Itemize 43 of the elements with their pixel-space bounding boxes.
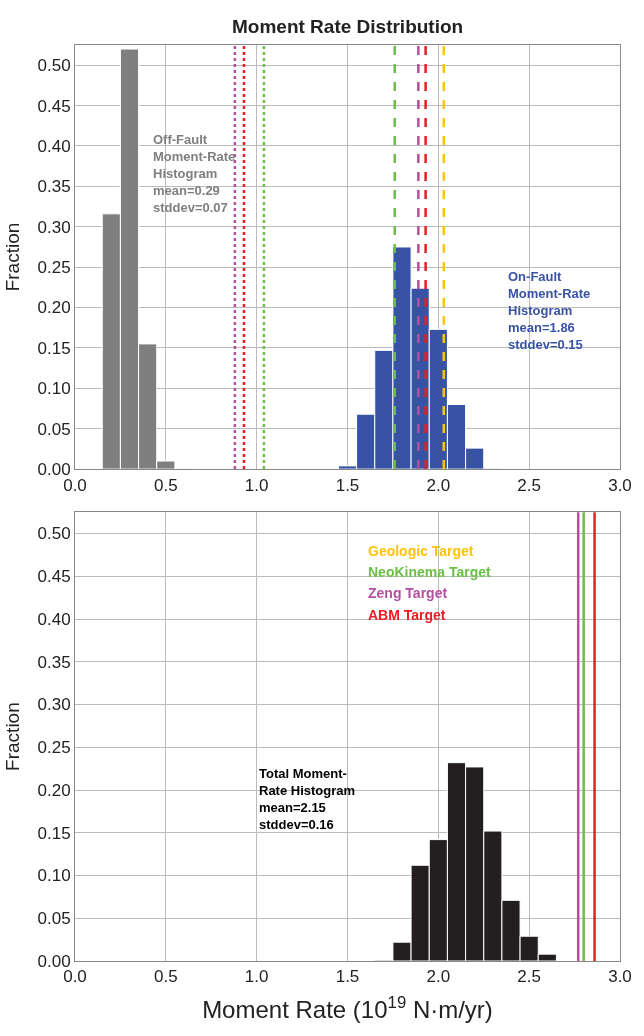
y-tick-label: 0.15	[37, 338, 71, 358]
x-tick-label: 1.5	[335, 967, 360, 987]
y-tick-label: 0.20	[37, 298, 71, 318]
y-tick-label: 0.10	[37, 866, 71, 886]
y-tick-label: 0.50	[37, 56, 71, 76]
annotation: NeoKinema Target	[368, 564, 491, 580]
x-tick-label: 2.0	[426, 475, 451, 495]
y-tick-label: 0.25	[37, 258, 71, 278]
annotation: Off-Fault Moment-Rate Histogram mean=0.29 stddev=0.07	[153, 132, 236, 215]
y-tick-label: 0.30	[37, 695, 71, 715]
x-tick-label: 2.0	[426, 967, 451, 987]
annotation: ABM Target	[368, 607, 446, 623]
y-tick-label: 0.20	[37, 780, 71, 800]
y-tick-label: 0.05	[37, 909, 71, 929]
x-tick-label: 2.5	[517, 967, 541, 987]
y-tick-label: 0.45	[37, 96, 71, 116]
y-tick-label: 0.05	[37, 419, 71, 439]
annotation: Geologic Target	[368, 543, 474, 559]
annotation: On-Fault Moment-Rate Histogram mean=1.86 stddev=0.15	[508, 269, 591, 352]
y-tick-label: 0.45	[37, 567, 71, 587]
annotation: Zeng Target	[368, 585, 448, 601]
x-tick-label: 1.5	[335, 475, 360, 495]
x-axis-title: Moment Rate (10$^{19}$ N·m/yr)	[202, 992, 493, 1023]
annotation: Total Moment- Rate Histogram mean=2.15 stddev=0.16	[259, 766, 356, 832]
x-tick-label: 1.0	[244, 967, 269, 987]
y-tick-label: 0.35	[37, 177, 71, 197]
x-tick-label: 2.5	[517, 475, 541, 495]
x-tick-label: 0.5	[154, 475, 178, 495]
y-tick-label: 0.30	[37, 217, 71, 237]
y-tick-label: 0.15	[37, 823, 71, 843]
y-tick-label: 0.40	[37, 609, 71, 629]
y-axis-title: Fraction	[2, 702, 24, 771]
y-tick-label: 0.35	[37, 652, 71, 672]
x-tick-label: 3.0	[608, 475, 632, 495]
y-tick-label: 0.40	[37, 136, 71, 156]
x-tick-label: 1.0	[244, 475, 269, 495]
y-tick-label: 0.10	[37, 379, 71, 399]
chart-title: Moment Rate Distribution	[232, 16, 464, 37]
y-tick-label: 0.25	[37, 738, 71, 758]
x-tick-label: 0.5	[154, 967, 178, 987]
y-tick-label: 0.50	[37, 524, 71, 544]
x-tick-label: 3.0	[608, 967, 632, 987]
y-axis-title: Fraction	[2, 222, 24, 292]
